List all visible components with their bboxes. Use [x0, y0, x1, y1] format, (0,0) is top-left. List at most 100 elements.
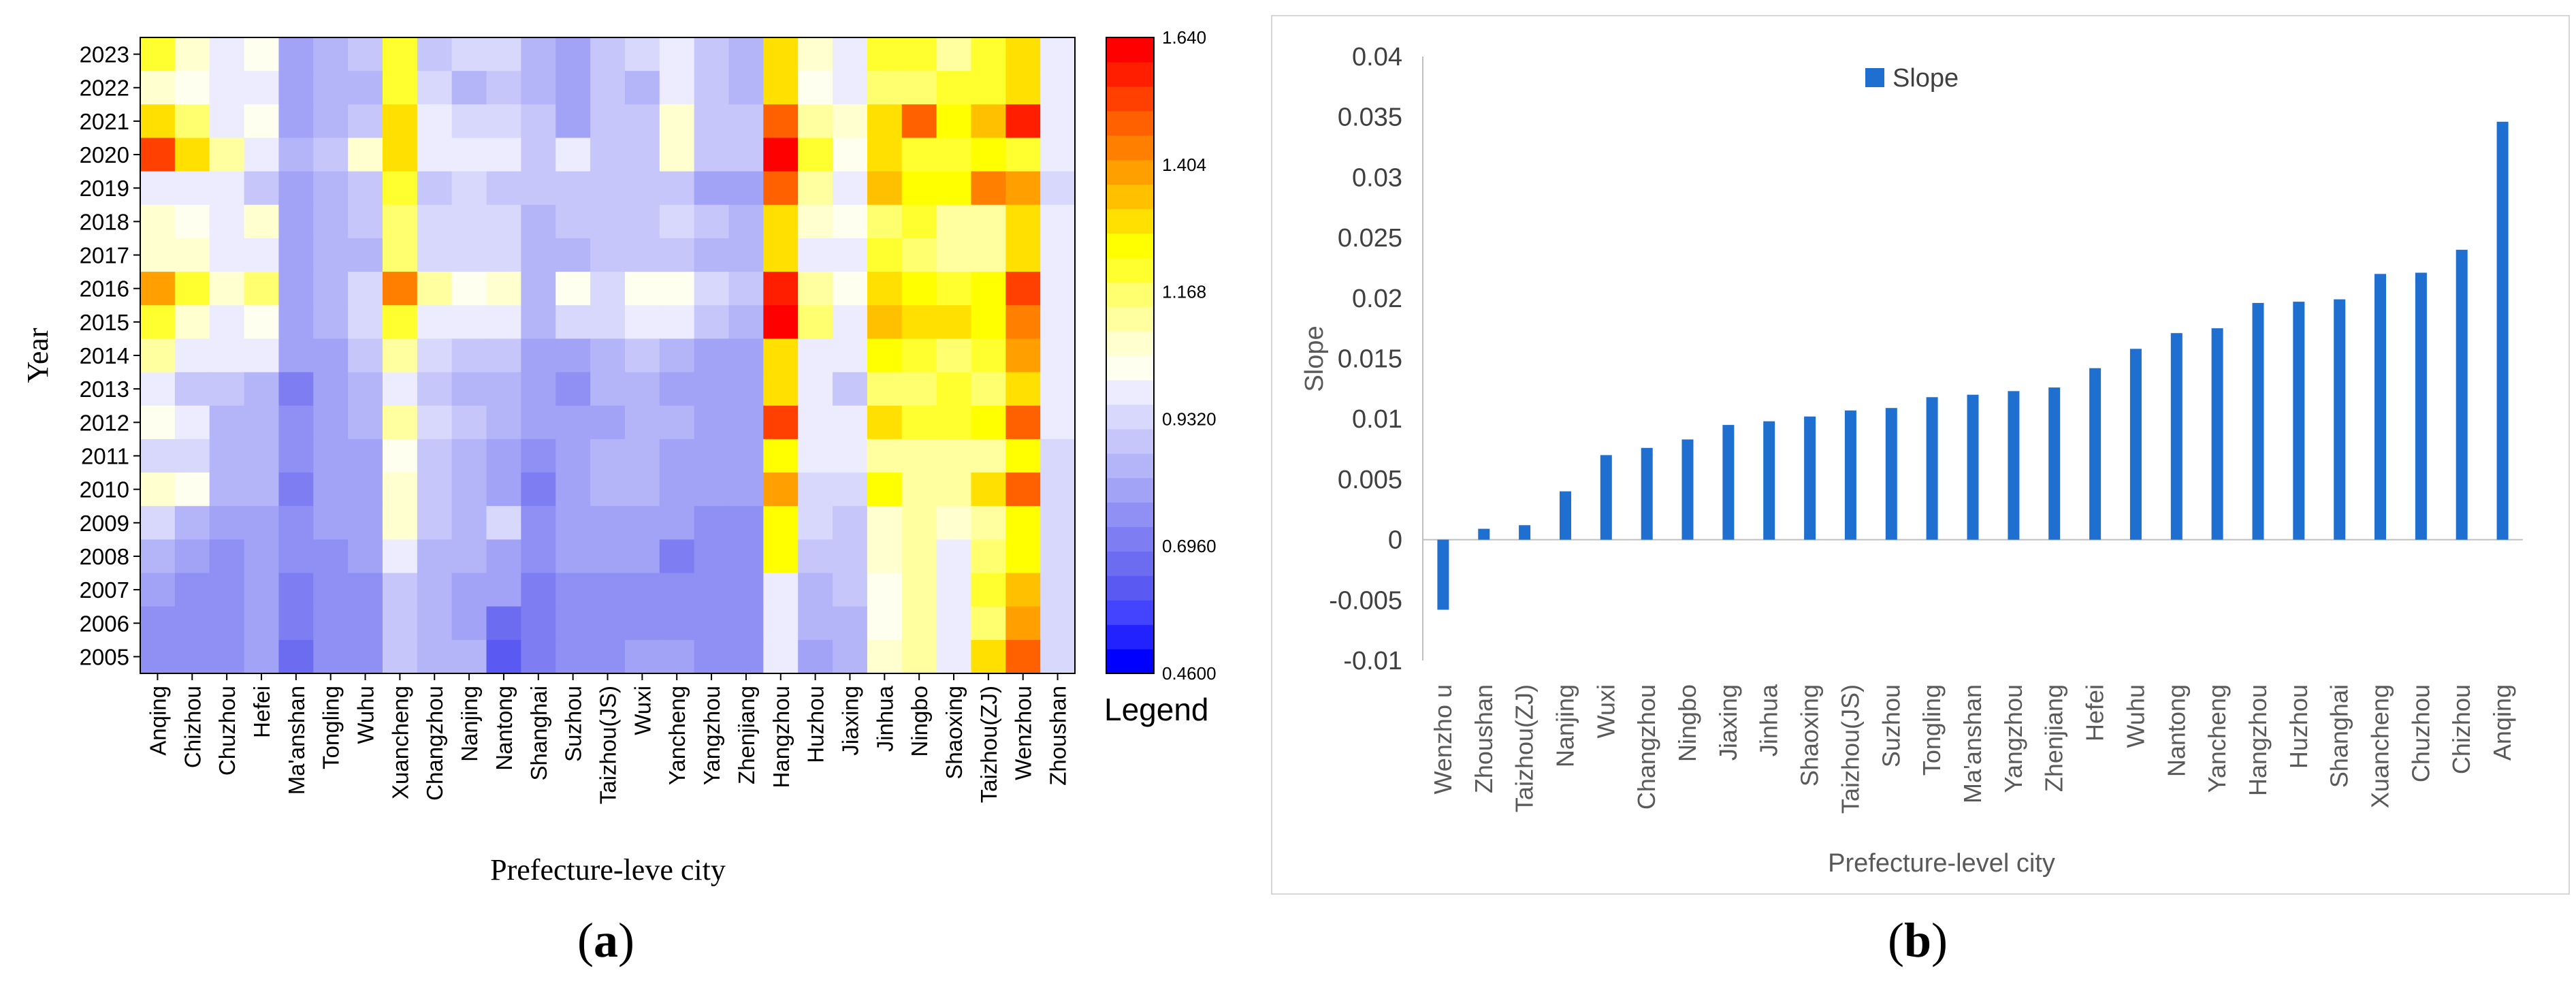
- heatmap-cell: [556, 37, 591, 71]
- heatmap-cell: [244, 405, 280, 440]
- heatmap-cell: [659, 473, 695, 507]
- heatmap-cell: [763, 238, 799, 272]
- heatmap-cell: [659, 204, 695, 239]
- heatmap-cell: [1040, 405, 1076, 440]
- heatmap-cell: [1005, 539, 1041, 574]
- heatmap-cell: [556, 438, 591, 473]
- heatmap-cell: [936, 138, 972, 172]
- heatmap-cell: [348, 372, 383, 406]
- heatmap-cell: [348, 37, 383, 71]
- x-tick-label: Nantong: [492, 686, 517, 771]
- heatmap-cell: [140, 71, 176, 105]
- heatmap-cell: [833, 171, 868, 206]
- heatmap-cell: [556, 573, 591, 607]
- heatmap-cell: [936, 372, 972, 406]
- bar-x-axis-title: Prefecture-level city: [1828, 849, 2055, 878]
- heatmap-cell: [901, 539, 937, 574]
- heatmap-cell: [1005, 506, 1041, 540]
- heatmap-cell: [763, 104, 799, 139]
- heatmap-cell: [140, 506, 176, 540]
- heatmap-cell: [417, 238, 453, 272]
- heatmap-cell: [728, 238, 764, 272]
- heatmap-cell: [728, 138, 764, 172]
- heatmap-cell: [763, 204, 799, 239]
- bar: [1560, 491, 1571, 540]
- bar: [2374, 274, 2386, 540]
- heatmap-cell: [278, 539, 314, 574]
- bar-x-tick-label: Ningbo: [1673, 684, 1701, 762]
- heatmap-cell: [971, 639, 1006, 674]
- heatmap-cell: [174, 204, 210, 239]
- heatmap-cell: [728, 204, 764, 239]
- bar-x-tick-label: Shanghai: [2325, 684, 2353, 788]
- heatmap-cell: [624, 204, 660, 239]
- heatmap-cell: [486, 606, 521, 641]
- heatmap-cell: [659, 639, 695, 674]
- heatmap-cell: [624, 606, 660, 641]
- heatmap-cell: [417, 338, 453, 373]
- heatmap-cell: [556, 305, 591, 340]
- heatmap-cell: [694, 473, 730, 507]
- heatmap-cell: [244, 606, 280, 641]
- heatmap-cell: [659, 438, 695, 473]
- heatmap-cell: [1040, 573, 1076, 607]
- bar-y-tick-label: 0.005: [1338, 466, 1402, 494]
- bar-x-tick-label: Nanjing: [1551, 684, 1579, 767]
- heatmap-cell: [348, 573, 383, 607]
- heatmap-cell: [174, 506, 210, 540]
- heatmap-cell: [763, 305, 799, 340]
- heatmap-cell: [936, 573, 972, 607]
- heatmap-cell: [728, 272, 764, 306]
- bar: [2496, 121, 2509, 540]
- heatmap-cell: [901, 438, 937, 473]
- legend-color-step: [1106, 61, 1154, 87]
- y-tick-label: 2006: [80, 611, 129, 636]
- heatmap-cell: [624, 338, 660, 373]
- heatmap-cell: [867, 71, 903, 105]
- heatmap-cell: [1005, 338, 1041, 373]
- heatmap-cell: [521, 405, 556, 440]
- heatmap-cell: [278, 506, 314, 540]
- heatmap-cell: [1040, 338, 1076, 373]
- heatmap-cell: [833, 372, 868, 406]
- heatmap-cell: [382, 372, 418, 406]
- heatmap-cell: [1040, 138, 1076, 172]
- x-tick-label: Nanjing: [457, 686, 482, 762]
- heatmap-cell: [1005, 171, 1041, 206]
- heatmap-cell: [348, 238, 383, 272]
- x-tick-label: Yangzhou: [699, 686, 724, 785]
- heatmap-cell: [382, 405, 418, 440]
- heatmap-cell: [486, 639, 521, 674]
- heatmap-cell: [833, 438, 868, 473]
- heatmap-cell: [901, 138, 937, 172]
- heatmap-cell: [451, 372, 487, 406]
- heatmap-cell: [244, 71, 280, 105]
- heatmap-cell: [867, 37, 903, 71]
- heatmap-cell: [728, 37, 764, 71]
- heatmap-cell: [624, 272, 660, 306]
- heatmap-cell: [140, 473, 176, 507]
- heatmap-cell: [174, 171, 210, 206]
- heatmap-cell: [417, 37, 453, 71]
- heatmap-cell: [278, 138, 314, 172]
- heatmap-cell: [521, 171, 556, 206]
- heatmap-cell: [556, 171, 591, 206]
- heatmap-cell: [209, 238, 245, 272]
- heatmap-cell: [694, 171, 730, 206]
- bar-y-axis-title: Slope: [1300, 325, 1329, 392]
- heatmap-cell: [590, 338, 626, 373]
- heatmap-cell: [486, 539, 521, 574]
- heatmap-cell: [556, 272, 591, 306]
- bar: [1926, 397, 1938, 540]
- bar: [2456, 249, 2468, 540]
- heatmap-cell: [1040, 37, 1076, 71]
- heatmap-cell: [763, 272, 799, 306]
- heatmap-cell: [348, 438, 383, 473]
- bar: [2048, 387, 2061, 540]
- heatmap-cell: [694, 37, 730, 71]
- heatmap-cell: [624, 473, 660, 507]
- heatmap-cell: [313, 639, 349, 674]
- heatmap-cell: [798, 71, 833, 105]
- heatmap-x-ticks: Anqing Chizhou Chuzhou Hefei Ma'anshan Tongli…: [145, 673, 1071, 804]
- heatmap-cell: [244, 573, 280, 607]
